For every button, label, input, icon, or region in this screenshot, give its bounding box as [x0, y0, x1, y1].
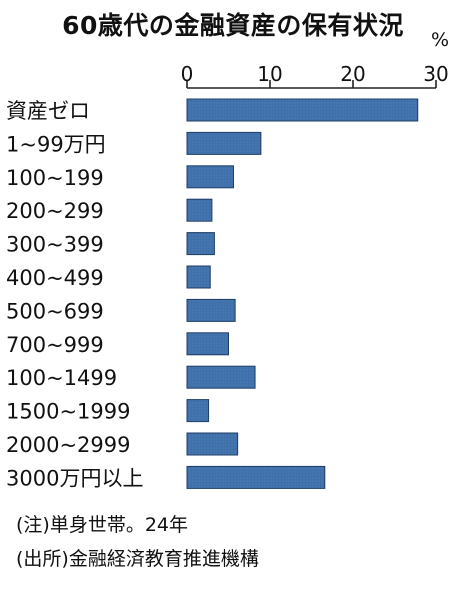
- bar: [186, 232, 215, 256]
- bar: [186, 332, 229, 356]
- x-tick-label: 0: [181, 62, 194, 86]
- category-label: 資産ゼロ: [6, 99, 90, 123]
- bar: [186, 165, 234, 189]
- x-tick-label: 20: [340, 62, 365, 86]
- bar: [186, 465, 326, 489]
- category-label: 200~299: [6, 199, 104, 223]
- bar: [186, 298, 236, 322]
- category-label: 500~699: [6, 299, 104, 323]
- bar: [186, 98, 419, 122]
- category-label: 1500~1999: [6, 400, 130, 424]
- x-tick-label: 30: [423, 62, 448, 86]
- category-label: 100~1499: [6, 366, 117, 390]
- chart-notes: (注)単身世帯。24年 (出所)金融経済教育推進機構: [16, 508, 259, 576]
- category-label: 2000~2999: [6, 433, 130, 457]
- category-label: 3000万円以上: [6, 466, 143, 490]
- chart-title: 60歳代の金融資産の保有状況: [62, 11, 404, 40]
- bar: [186, 399, 210, 423]
- bar: [186, 432, 239, 456]
- category-label: 100~199: [6, 166, 104, 190]
- bar: [186, 365, 256, 389]
- unit-label: %: [431, 29, 449, 51]
- note-text: (注)単身世帯。24年: [16, 514, 189, 536]
- category-label: 400~499: [6, 266, 104, 290]
- bar-chart: 0 10 20 30% 資産ゼロ 1~99万円 100~199 200~299 300~399…: [6, 29, 449, 490]
- source-text: (出所)金融経済教育推進機構: [16, 548, 259, 570]
- x-tick-label: 10: [257, 62, 282, 86]
- category-label: 1~99万円: [6, 132, 106, 156]
- category-label: 700~999: [6, 333, 104, 357]
- bar: [186, 131, 262, 155]
- category-label: 300~399: [6, 233, 104, 257]
- bar: [186, 198, 213, 222]
- bar: [186, 265, 211, 289]
